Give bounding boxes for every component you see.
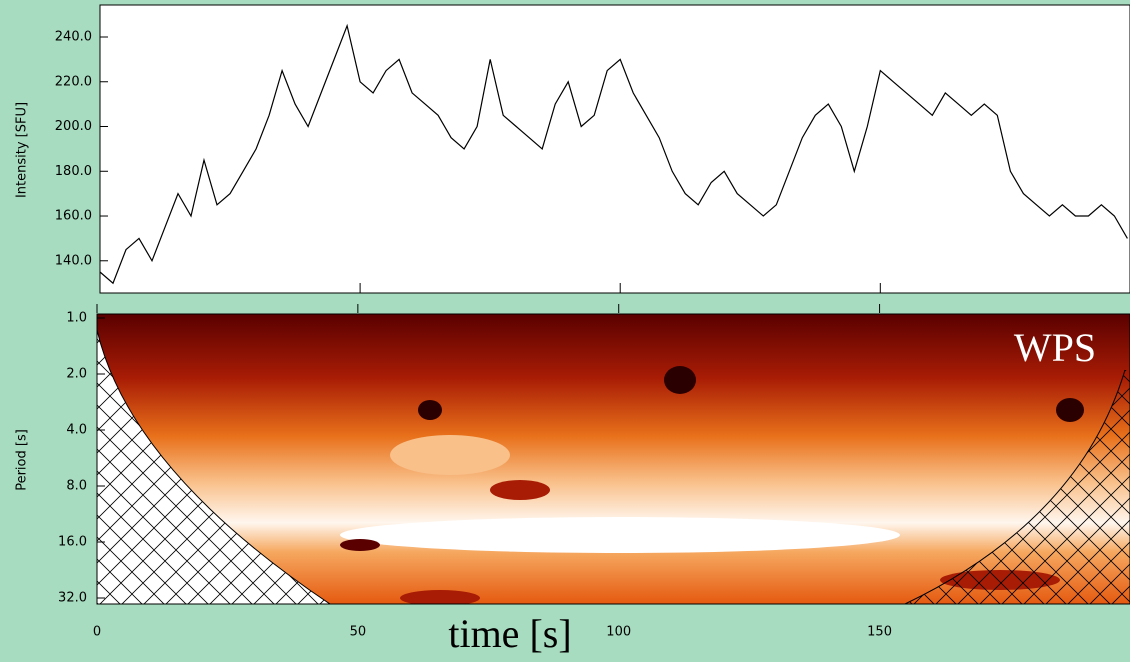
y-tick-label: 240.0 — [55, 30, 92, 45]
x-tick-label: 100 — [606, 625, 631, 640]
panel-top-frame — [99, 4, 1130, 294]
y-axis-label: Period [s] — [15, 429, 30, 491]
y-tick-label: 1.0 — [66, 311, 87, 326]
y-tick-label: 4.0 — [66, 423, 87, 438]
wavelet-field — [97, 314, 1130, 604]
y-tick-label: 140.0 — [55, 253, 92, 268]
y-tick-label: 200.0 — [55, 119, 92, 134]
y-tick-label: 220.0 — [55, 74, 92, 89]
panel-top — [100, 5, 1130, 293]
x-tick-label: 50 — [350, 625, 367, 640]
y-axis-label: Intensity [SFU] — [15, 102, 30, 198]
y-tick-label: 2.0 — [66, 367, 87, 382]
y-tick-label: 180.0 — [55, 164, 92, 179]
annotation: WPS — [1014, 325, 1096, 370]
panel-bottom-frame — [96, 313, 1130, 605]
data-line — [99, 23, 1128, 285]
x-tick-label: 150 — [867, 625, 892, 640]
x-tick-label: 0 — [93, 625, 101, 640]
x-axis-label: time [s] — [448, 611, 571, 656]
y-tick-label: 32.0 — [58, 591, 87, 606]
y-tick-label: 160.0 — [55, 209, 92, 224]
y-tick-label: 16.0 — [58, 535, 87, 550]
y-tick-label: 8.0 — [66, 479, 87, 494]
